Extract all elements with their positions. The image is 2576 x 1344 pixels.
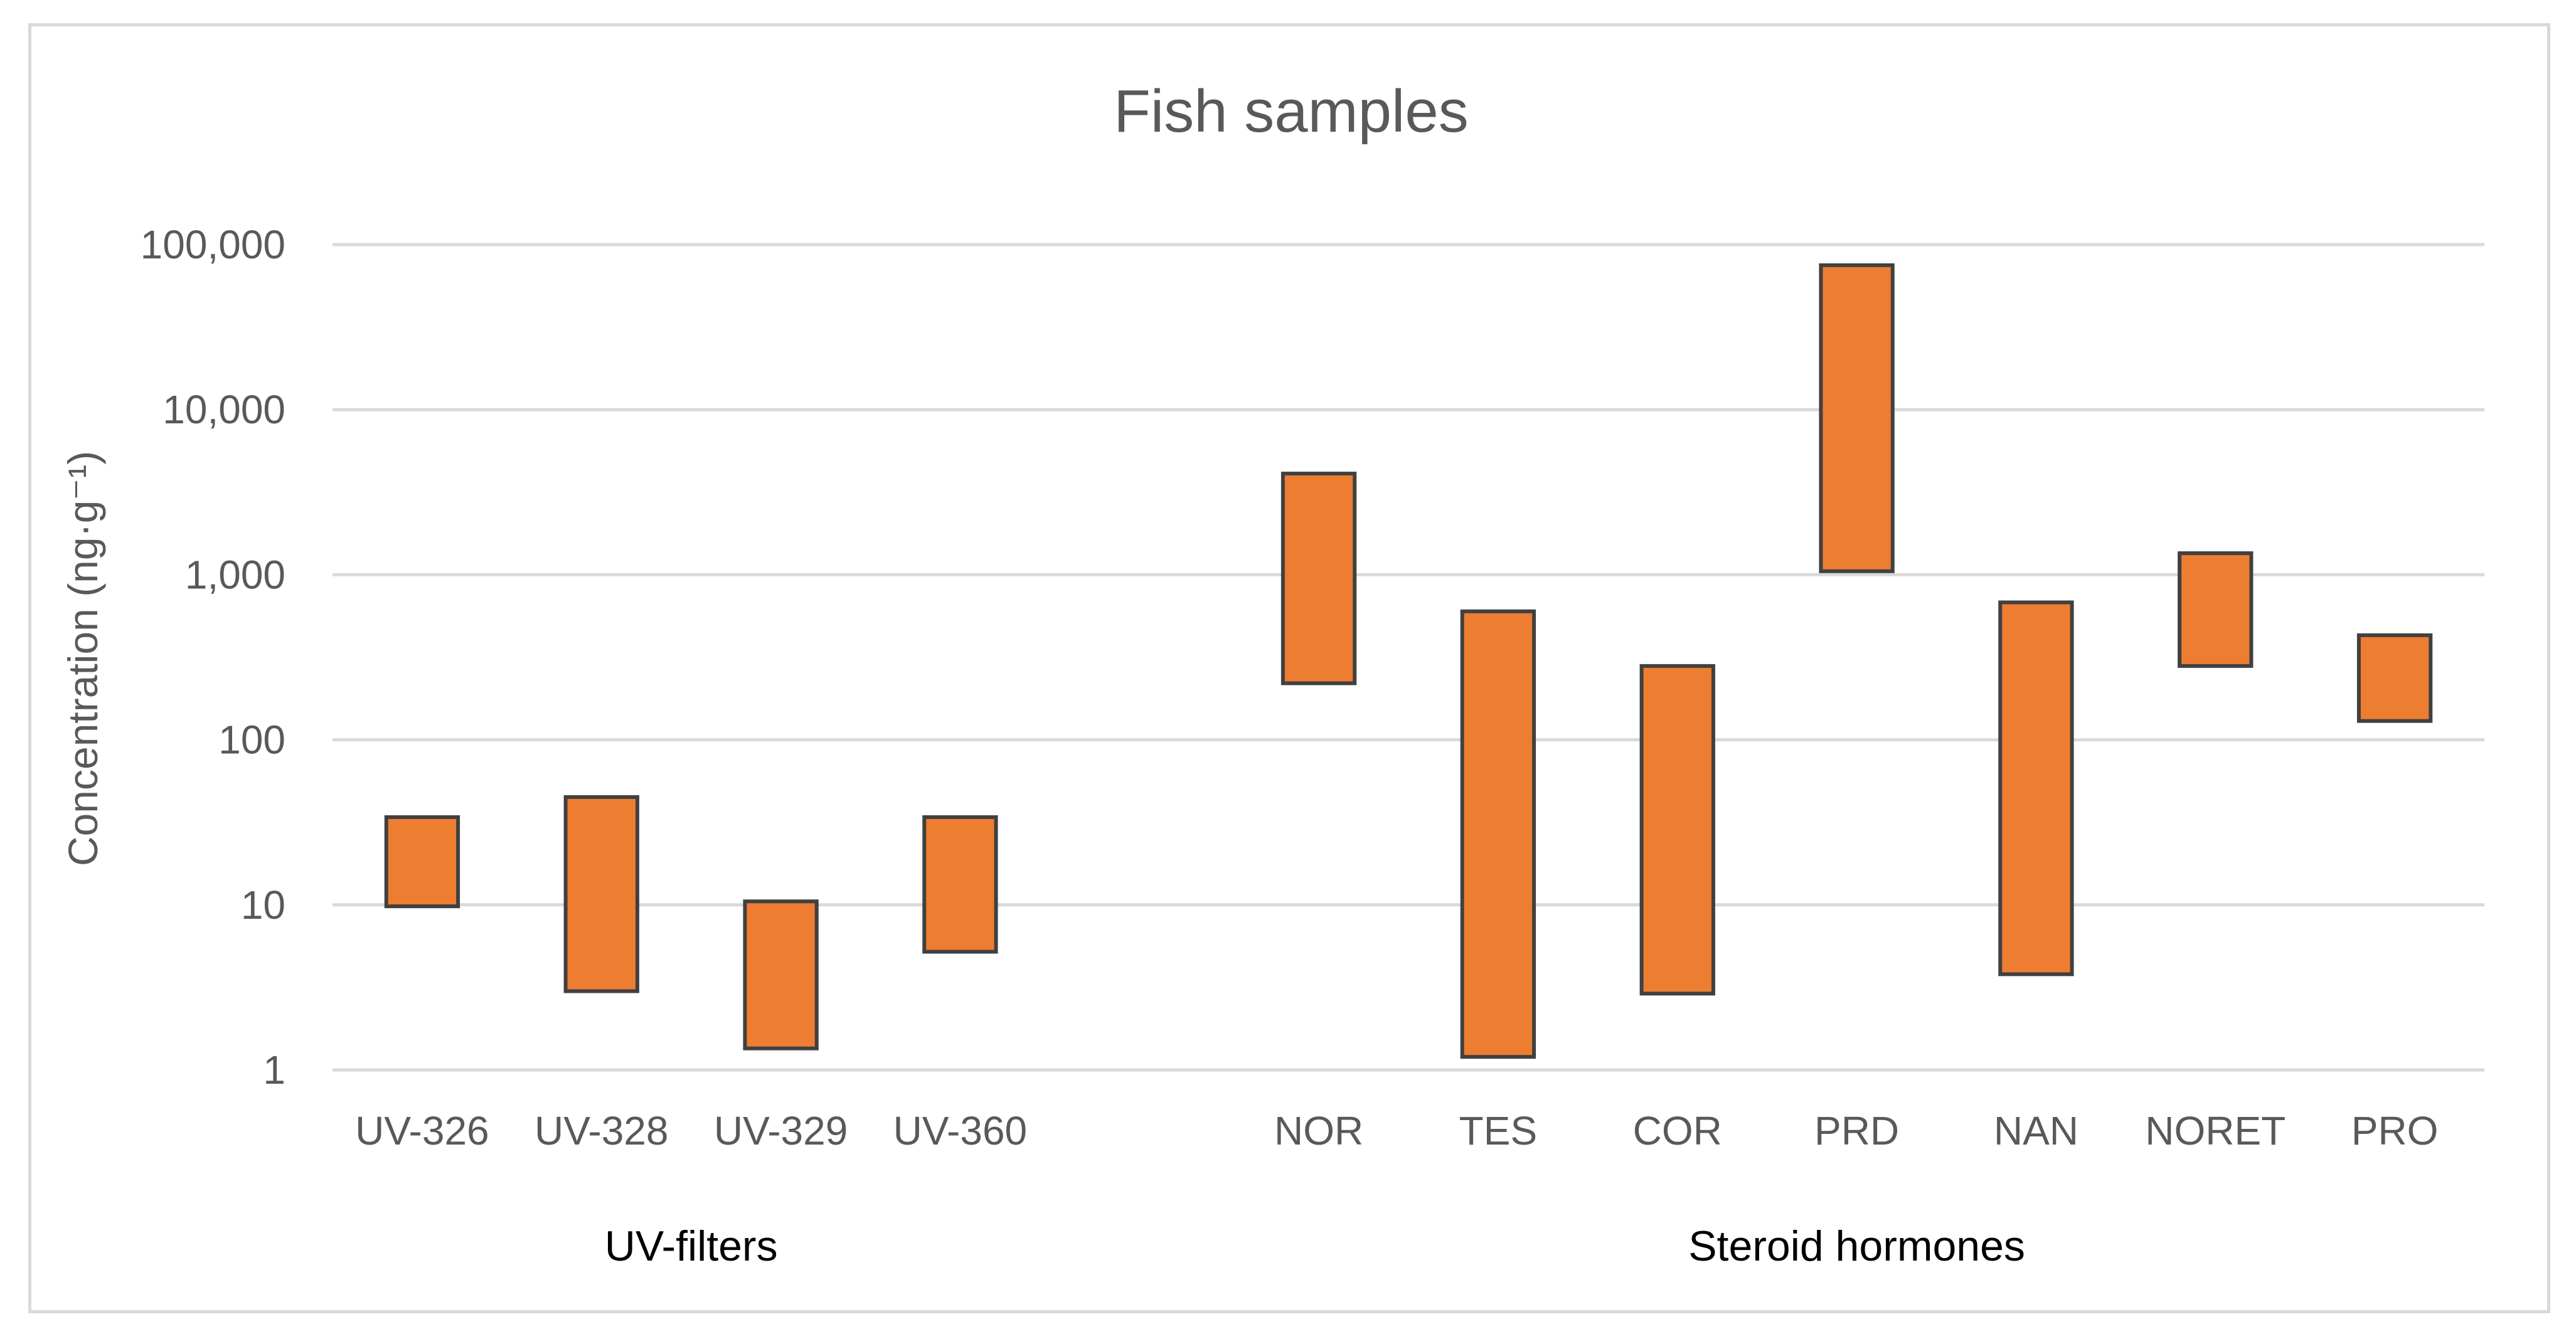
bar-uv-329 xyxy=(743,899,819,1050)
x-axis-ticks: UV-326 UV-328 UV-329 UV-360 NOR TES COR PRD NAN N… xyxy=(355,1108,2438,1153)
bar-cor xyxy=(1639,664,1715,996)
bar-prd xyxy=(1819,263,1895,573)
bars xyxy=(384,263,2433,1059)
group-labels: UV-filters Steroid hormones xyxy=(605,1222,2025,1270)
y-tick-label: 100,000 xyxy=(141,222,285,267)
x-tick-label: NOR xyxy=(1274,1108,1363,1153)
bar-nan xyxy=(1998,600,2074,976)
x-tick-label: COR xyxy=(1633,1108,1722,1153)
x-tick-label: UV-326 xyxy=(355,1108,489,1153)
bar-tes xyxy=(1460,609,1536,1059)
bar-uv-328 xyxy=(563,795,639,993)
gridlines xyxy=(333,243,2484,1072)
y-axis-title: Concentration (ng·g⁻¹) xyxy=(60,451,106,866)
y-tick-label: 1 xyxy=(263,1047,285,1093)
group-label: Steroid hormones xyxy=(1688,1222,2025,1270)
x-tick-label: TES xyxy=(1459,1108,1537,1153)
bar-noret xyxy=(2178,551,2254,668)
x-tick-label: NAN xyxy=(1994,1108,2078,1153)
x-tick-label: PRD xyxy=(1814,1108,1899,1153)
chart-title: Fish samples xyxy=(1114,78,1469,145)
x-tick-label: UV-360 xyxy=(893,1108,1027,1153)
bar-uv-360 xyxy=(922,815,998,954)
x-tick-label: PRO xyxy=(2351,1108,2439,1153)
bar-pro xyxy=(2356,633,2433,723)
bar-uv-326 xyxy=(384,815,460,909)
x-tick-label: UV-328 xyxy=(535,1108,668,1153)
group-label: UV-filters xyxy=(605,1222,778,1270)
y-tick-label: 100 xyxy=(218,717,285,763)
x-tick-label: UV-329 xyxy=(714,1108,848,1153)
y-tick-label: 10 xyxy=(241,882,285,928)
bar-nor xyxy=(1280,472,1357,685)
x-tick-label: NORET xyxy=(2145,1108,2286,1153)
y-axis-ticks: 1 10 100 1,000 10,000 100,000 xyxy=(141,222,285,1093)
y-tick-label: 10,000 xyxy=(162,387,285,432)
y-tick-label: 1,000 xyxy=(185,552,285,597)
